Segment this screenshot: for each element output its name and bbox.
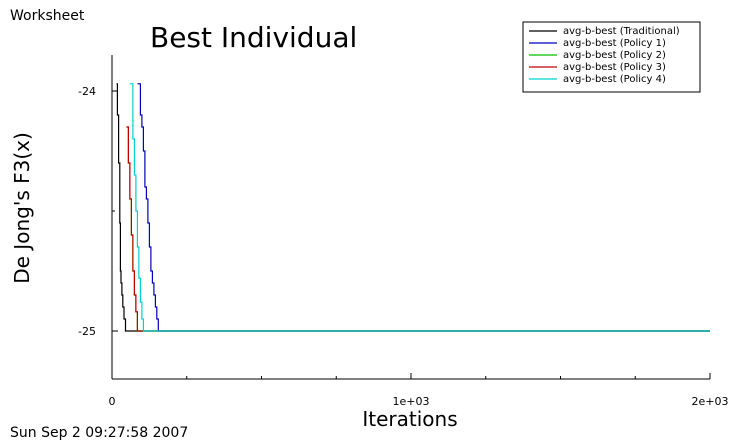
legend-label: avg-b-best (Policy 2) [563,50,666,61]
legend-label: avg-b-best (Policy 3) [563,62,666,73]
x-tick-label: 1e+03 [393,395,430,408]
y-axis-label: De Jong's F3(x) [10,132,34,284]
legend-box [522,21,701,93]
x-tick-label: 2e+03 [692,395,729,408]
series-layer [116,83,710,332]
legend-label: avg-b-best (Traditional) [563,26,680,37]
legend: avg-b-best (Traditional)avg-b-best (Poli… [522,21,701,93]
y-tick-label: -25 [78,325,96,338]
chart-title: Best Individual [150,21,357,54]
x-axis-label: Iterations [362,407,457,431]
series-line-3 [126,126,710,332]
worksheet-label: Worksheet [10,8,85,24]
y-tick-label: -24 [78,85,96,98]
series-line-4 [129,83,710,332]
timestamp: Sun Sep 2 09:27:58 2007 [10,425,188,441]
series-line-1 [137,83,710,332]
legend-label: avg-b-best (Policy 1) [563,38,666,49]
x-tick-label: 0 [109,395,116,408]
axes-layer: 0 1e+03 2e+03 -24 -25 [78,55,728,408]
legend-label: avg-b-best (Policy 4) [563,74,666,85]
series-line-0 [116,83,710,332]
